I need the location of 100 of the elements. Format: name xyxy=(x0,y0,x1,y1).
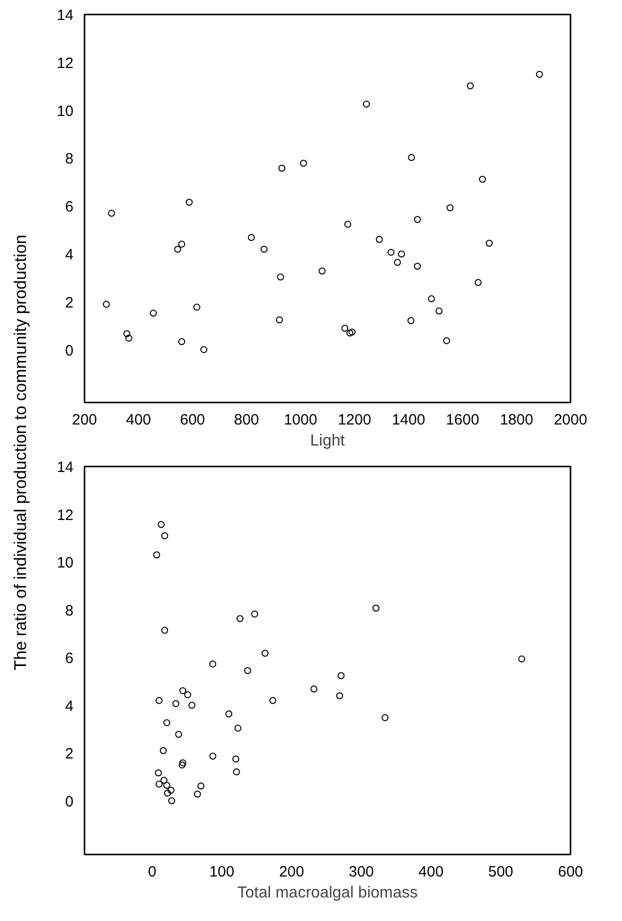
point xyxy=(234,724,242,732)
point xyxy=(248,234,255,241)
point xyxy=(336,692,344,700)
point xyxy=(414,262,421,270)
point xyxy=(209,752,216,760)
point xyxy=(269,697,276,704)
y-tick-label: 6 xyxy=(65,650,74,668)
y-tick-label: 8 xyxy=(65,150,74,168)
point xyxy=(398,250,405,258)
point xyxy=(178,761,186,768)
point xyxy=(382,714,389,722)
point xyxy=(344,220,352,228)
point xyxy=(341,324,348,332)
point xyxy=(277,274,284,280)
point xyxy=(197,782,204,790)
y-tick-label: 6 xyxy=(65,198,74,216)
point xyxy=(300,160,307,167)
y-tick-label: 8 xyxy=(65,602,74,620)
point xyxy=(478,176,486,183)
point xyxy=(188,702,196,709)
y-tick-label: 14 xyxy=(56,459,74,476)
point xyxy=(108,210,115,217)
point xyxy=(278,164,286,172)
point xyxy=(446,204,454,212)
point xyxy=(193,304,200,311)
point xyxy=(408,154,415,161)
x-tick-label: 1600 xyxy=(446,412,480,428)
point xyxy=(184,691,192,698)
point xyxy=(156,780,163,788)
point xyxy=(318,268,326,275)
point xyxy=(156,697,163,704)
x-tick-label: 400 xyxy=(418,864,444,880)
point xyxy=(178,338,186,346)
point xyxy=(179,759,186,766)
x-tick-label: 1200 xyxy=(338,412,372,428)
point xyxy=(428,295,435,302)
point xyxy=(232,756,240,762)
point xyxy=(518,655,526,662)
x-tick-label: 600 xyxy=(180,412,206,428)
x-axis-title: Total macroalgal biomass xyxy=(237,884,418,902)
point xyxy=(260,246,268,253)
point xyxy=(154,769,162,776)
x-tick-label: 600 xyxy=(558,864,584,880)
point xyxy=(233,768,240,776)
x-tick-label: 400 xyxy=(126,412,152,428)
point xyxy=(407,317,414,324)
point xyxy=(276,316,283,324)
point xyxy=(174,246,182,253)
x-tick-label: 1400 xyxy=(392,412,426,428)
point xyxy=(163,782,170,789)
point xyxy=(194,790,201,798)
point xyxy=(179,687,186,694)
point xyxy=(102,300,110,308)
point xyxy=(536,70,543,78)
point xyxy=(414,216,421,224)
x-tick-label: 200 xyxy=(72,412,98,428)
y-tick-label: 2 xyxy=(65,294,74,312)
point xyxy=(310,686,318,693)
point xyxy=(394,258,401,266)
point xyxy=(161,532,168,540)
point xyxy=(362,100,370,108)
point xyxy=(376,236,383,243)
point xyxy=(186,198,193,206)
point xyxy=(160,776,168,784)
point xyxy=(338,672,345,680)
point xyxy=(486,240,493,247)
y-tick-label: 0 xyxy=(65,793,74,810)
x-tick-label: 300 xyxy=(348,864,374,880)
point xyxy=(346,330,354,337)
point xyxy=(123,330,130,338)
point xyxy=(200,346,208,354)
y-tick-label: 0 xyxy=(65,342,74,360)
point xyxy=(150,310,157,317)
x-tick-label: 100 xyxy=(209,864,234,880)
point xyxy=(348,328,356,336)
point xyxy=(372,604,380,612)
point xyxy=(225,710,232,718)
point xyxy=(244,667,252,674)
point xyxy=(164,790,171,797)
point xyxy=(125,334,132,342)
point xyxy=(262,650,269,657)
x-tick-label: 0 xyxy=(148,864,156,880)
x-tick-label: 500 xyxy=(488,864,514,880)
x-tick-label: 2000 xyxy=(554,412,588,428)
point xyxy=(209,660,216,668)
point xyxy=(236,615,244,622)
point xyxy=(160,747,167,754)
point xyxy=(436,308,443,315)
point xyxy=(474,279,482,286)
point xyxy=(168,797,176,804)
y-tick-label: 4 xyxy=(65,698,74,715)
y-tick-label: 4 xyxy=(65,246,74,264)
x-tick-label: 1000 xyxy=(284,412,318,428)
point xyxy=(172,700,180,708)
point xyxy=(153,551,160,558)
x-axis-title: Light xyxy=(310,432,346,450)
point xyxy=(167,786,174,794)
y-tick-label: 10 xyxy=(56,554,74,572)
x-tick-label: 800 xyxy=(234,412,260,428)
point xyxy=(251,610,258,618)
